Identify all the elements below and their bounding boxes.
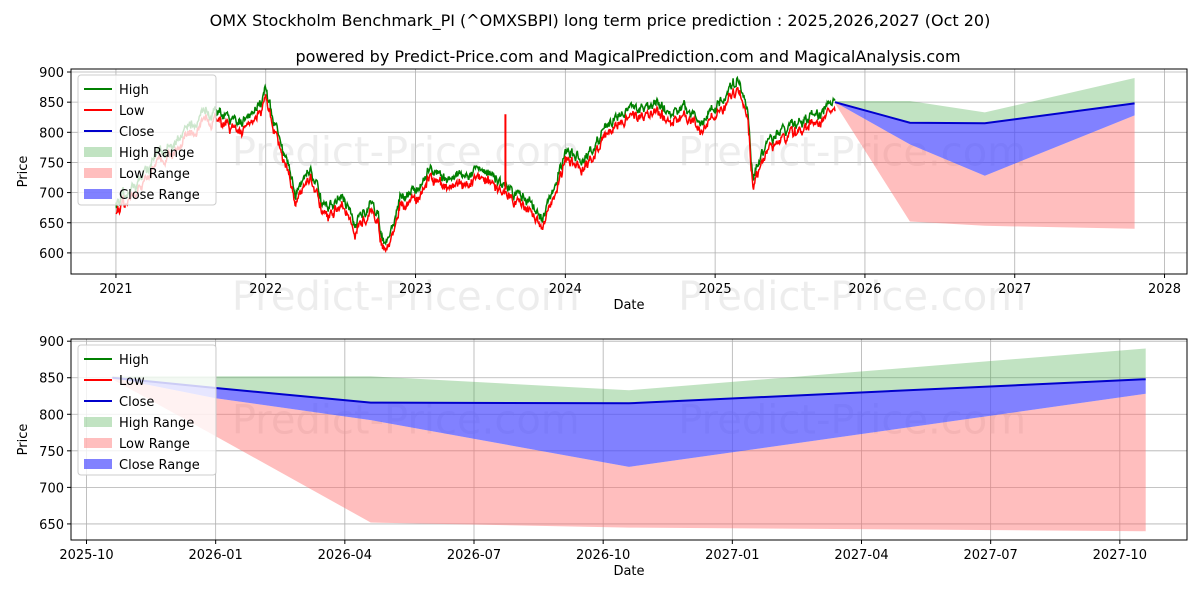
legend-swatch-low-range [84,168,112,178]
y-axis-label: Price [16,156,31,188]
y-tick-label: 850 [39,96,64,111]
x-tick-label: 2027-04 [834,548,888,563]
y-tick-label: 650 [39,518,64,533]
x-tick-label: 2027-01 [705,548,759,563]
x-tick-label: 2026-07 [447,548,501,563]
legend-box [77,74,217,206]
x-tick-label: 2024 [549,282,582,297]
y-tick-label: 750 [39,445,64,460]
legend-swatch-close-range [84,459,112,469]
chart-title: OMX Stockholm Benchmark_PI (^OMXSBPI) lo… [210,11,991,31]
y-tick-label: 600 [39,247,64,262]
legend-label-low-range: Low Range [119,167,190,182]
x-tick-label: 2025-10 [59,548,113,563]
x-tick-label: 2023 [399,282,432,297]
x-tick-label: 2026 [848,282,881,297]
legend-box [77,344,217,476]
x-tick-label: 2026-10 [576,548,630,563]
chart-subtitle: powered by Predict-Price.com and Magical… [295,47,960,66]
y-tick-label: 700 [39,481,64,496]
x-axis-label: Date [613,564,644,579]
y-tick-label: 900 [39,66,64,81]
y-tick-label: 850 [39,372,64,387]
legend-swatch-high-range [84,147,112,157]
watermark-text: Predict-Price.com [678,274,1026,320]
x-tick-label: 2022 [249,282,282,297]
legend-label-close-range: Close Range [119,458,200,473]
x-tick-label: 2028 [1148,282,1181,297]
x-tick-label: 2027-10 [1093,548,1147,563]
y-tick-label: 800 [39,126,64,141]
legend-label-high: High [119,353,149,368]
legend-label-close: Close [119,395,154,410]
x-axis-label: Date [613,298,644,313]
high-history-line [115,75,836,246]
close-range-band [112,377,1146,467]
y-tick-label: 800 [39,408,64,423]
y-tick-label: 700 [39,187,64,202]
axes-frame [70,68,1188,275]
legend-swatch-high-range [84,417,112,427]
y-axis-label: Price [16,424,31,456]
x-tick-label: 2027 [998,282,1031,297]
y-tick-label: 650 [39,217,64,232]
plot-area [115,75,1135,254]
legend-label-close-range: Close Range [119,188,200,203]
legend-label-low: Low [119,374,145,389]
y-tick-label: 750 [39,156,64,171]
low-history-line [115,86,836,254]
legend-swatch-close-range [84,189,112,199]
x-tick-label: 2021 [99,282,132,297]
plot-area [112,348,1146,532]
close-range-band [835,102,1135,176]
axes-frame [70,338,1188,541]
legend-label-high-range: High Range [119,146,194,161]
x-tick-label: 2025 [699,282,732,297]
legend-label-high: High [119,83,149,98]
x-tick-label: 2026-04 [318,548,372,563]
forecast-chart-panel: Predict-Price.comPredict-Price.com2025-1… [16,335,1188,579]
history-chart-panel: Predict-Price.com Predict-Price.comPredic… [16,66,1188,320]
legend-swatch-low-range [84,438,112,448]
legend-label-low: Low [119,104,145,119]
high-range-band [835,78,1135,124]
low-range-band [835,102,1135,229]
x-tick-label: 2027-07 [964,548,1018,563]
y-tick-label: 900 [39,335,64,350]
legend-label-close: Close [119,125,154,140]
low-range-band [112,377,1146,532]
watermark-text: Predict-Price.com [232,274,580,320]
legend-label-high-range: High Range [119,416,194,431]
x-tick-label: 2026-01 [189,548,243,563]
close-forecast-line [834,101,1135,125]
high-range-band [112,348,1146,404]
legend-label-low-range: Low Range [119,437,190,452]
